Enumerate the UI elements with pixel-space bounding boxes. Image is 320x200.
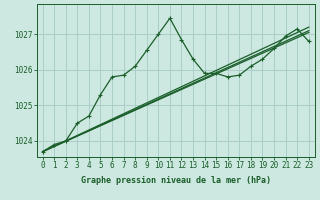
X-axis label: Graphe pression niveau de la mer (hPa): Graphe pression niveau de la mer (hPa) (81, 176, 271, 185)
